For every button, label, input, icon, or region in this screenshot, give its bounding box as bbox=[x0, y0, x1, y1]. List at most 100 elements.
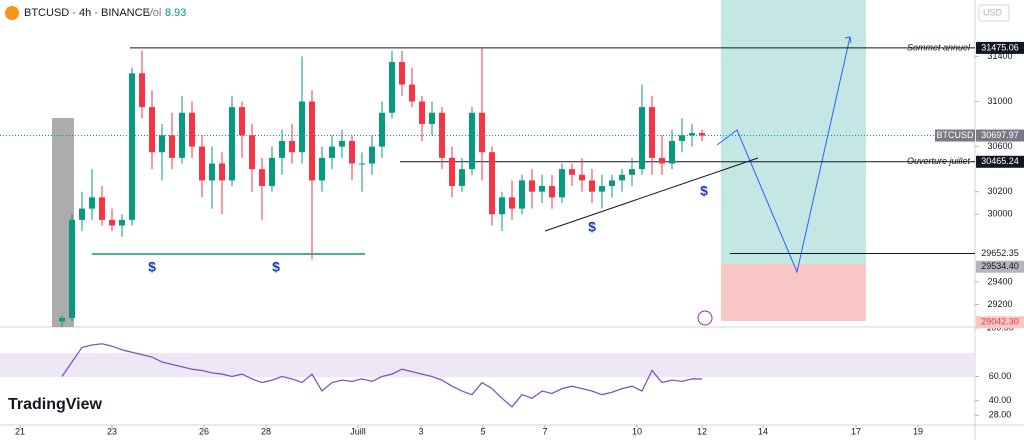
candle-body bbox=[239, 107, 245, 136]
price-tag-label: 29652.35 bbox=[981, 248, 1019, 258]
candle-body bbox=[679, 135, 685, 141]
loss-zone bbox=[721, 264, 866, 321]
candle-body bbox=[259, 169, 265, 187]
candle-body bbox=[519, 180, 525, 209]
candle-body bbox=[579, 174, 585, 181]
candle-body bbox=[79, 208, 85, 220]
candle-body bbox=[179, 112, 185, 158]
coin-icon bbox=[5, 6, 19, 20]
brand: TradingView bbox=[8, 396, 103, 413]
candle-body bbox=[419, 101, 425, 125]
rsi-band bbox=[0, 353, 975, 377]
y-tick-label: 29200 bbox=[987, 299, 1012, 309]
price-tag-label: 30465.24 bbox=[981, 156, 1019, 166]
candle-body bbox=[339, 140, 345, 147]
y-tick-label: 29400 bbox=[987, 276, 1012, 286]
candle-body bbox=[389, 62, 395, 113]
candle-body bbox=[219, 163, 225, 181]
x-tick-label: 28 bbox=[261, 426, 271, 436]
candle-body bbox=[189, 112, 195, 147]
annotation: $ bbox=[148, 259, 156, 275]
price-tag bbox=[976, 155, 1024, 168]
y-tick-label: 30600 bbox=[987, 141, 1012, 151]
candle-body bbox=[559, 169, 565, 198]
candle-body bbox=[459, 169, 465, 187]
candle-body bbox=[639, 107, 645, 170]
candle-body bbox=[299, 101, 305, 153]
candle-body bbox=[59, 317, 65, 322]
chart-title: BTCUSD · 4h · BINANCE bbox=[24, 7, 150, 19]
y-tick-label: 31000 bbox=[987, 96, 1012, 106]
profit-zone bbox=[721, 0, 866, 264]
candle-body bbox=[199, 146, 205, 181]
price-tag-label: 29042.30 bbox=[981, 317, 1019, 327]
candle-body bbox=[439, 112, 445, 158]
candle-body bbox=[449, 157, 455, 187]
annotation: $ bbox=[588, 219, 596, 235]
x-tick-label: 12 bbox=[697, 426, 707, 436]
candle-body bbox=[549, 186, 555, 198]
candle-body bbox=[609, 180, 615, 187]
y-tick-label: 30200 bbox=[987, 186, 1012, 196]
candle-body bbox=[139, 73, 145, 108]
candle-body bbox=[349, 140, 355, 164]
candle-body bbox=[99, 197, 105, 220]
candle-body bbox=[229, 107, 235, 181]
candle-body bbox=[69, 219, 75, 318]
price-tag bbox=[976, 260, 1024, 273]
price-tag bbox=[976, 247, 1024, 260]
price-tag bbox=[976, 41, 1024, 54]
candle-body bbox=[479, 112, 485, 153]
rsi-tick-label: 40.00 bbox=[989, 395, 1012, 405]
price-tag-label: 29534.40 bbox=[981, 261, 1019, 271]
candle-body bbox=[119, 219, 125, 226]
candle-body bbox=[309, 101, 315, 181]
candle-body bbox=[649, 107, 655, 158]
candle-body bbox=[539, 186, 545, 192]
currency[interactable]: USD bbox=[983, 7, 1003, 17]
rsi-tick-label: 28.00 bbox=[989, 410, 1012, 420]
candle-body bbox=[129, 73, 135, 220]
price-tag-label: 30697.97 bbox=[981, 130, 1019, 140]
candle-body bbox=[379, 112, 385, 147]
level-label: Sommet annuel bbox=[907, 42, 971, 52]
candle-body bbox=[689, 133, 695, 136]
annotation: $ bbox=[272, 259, 280, 275]
candle-body bbox=[409, 84, 415, 102]
candle-body bbox=[699, 133, 705, 136]
candle-body bbox=[659, 157, 665, 164]
candle-body bbox=[159, 135, 165, 153]
last-price-name: BTCUSD bbox=[936, 130, 974, 140]
candle-body bbox=[269, 157, 275, 187]
candle-body bbox=[169, 135, 175, 158]
candle-body bbox=[429, 112, 435, 125]
x-tick-label: 21 bbox=[15, 426, 25, 436]
candle-body bbox=[149, 107, 155, 153]
candle-body bbox=[209, 163, 215, 181]
candle-body bbox=[249, 135, 255, 170]
y-tick-label: 31400 bbox=[987, 51, 1012, 61]
x-tick-label: 14 bbox=[758, 426, 768, 436]
candle-body bbox=[279, 140, 285, 158]
candle-body bbox=[669, 140, 675, 164]
candle-body bbox=[109, 219, 115, 226]
currency-box[interactable] bbox=[978, 4, 1010, 22]
trend-line bbox=[544, 157, 759, 232]
candle-body bbox=[89, 197, 95, 209]
projection-arrow bbox=[844, 36, 852, 44]
x-tick-label: 19 bbox=[913, 426, 923, 436]
candle-body bbox=[359, 163, 365, 165]
x-tick-label: 17 bbox=[851, 426, 861, 436]
candle-body bbox=[629, 169, 635, 175]
x-tick-label: Juill bbox=[350, 426, 366, 436]
candle-body bbox=[289, 140, 295, 153]
highlight-box bbox=[52, 118, 74, 327]
candle-body bbox=[489, 152, 495, 215]
volume-label: Vol bbox=[146, 7, 161, 19]
candle-body bbox=[369, 146, 375, 164]
price-tag bbox=[976, 129, 1024, 142]
candle-body bbox=[619, 174, 625, 181]
rsi-line bbox=[61, 343, 702, 408]
annotation: $ bbox=[700, 183, 708, 199]
